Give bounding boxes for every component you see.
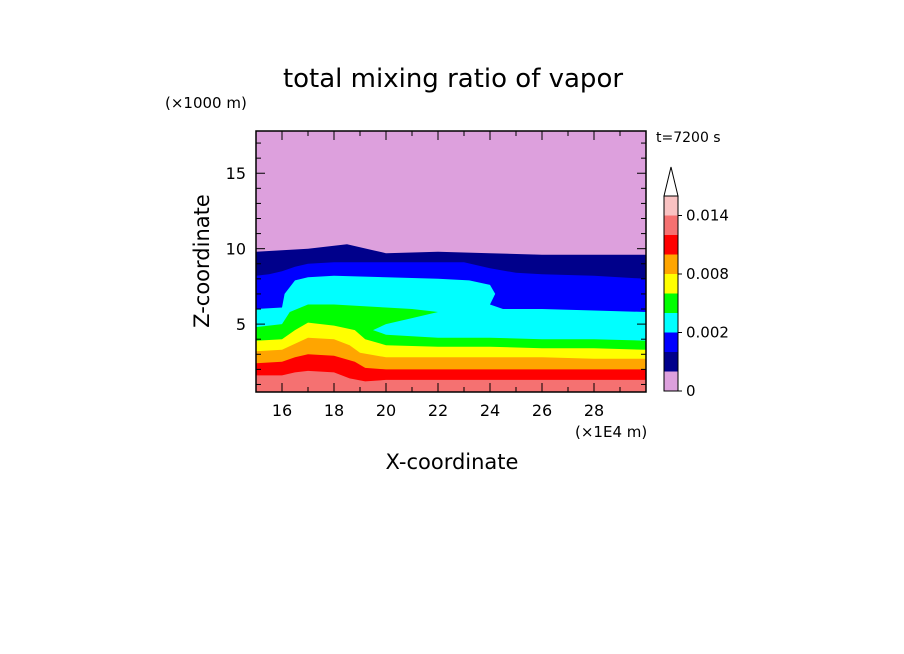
- colorbar-segment: [664, 313, 678, 333]
- colorbar-extend-arrow: [663, 166, 679, 197]
- contour-fills: [256, 131, 646, 392]
- x-tick-label: 18: [324, 401, 344, 420]
- chart-title: total mixing ratio of vapor: [283, 64, 623, 94]
- colorbar-tick-label: 0.002: [686, 324, 729, 342]
- time-label: t=7200 s: [656, 130, 721, 146]
- y-unit-label: (×1000 m): [165, 94, 247, 112]
- colorbar-segment: [664, 293, 678, 313]
- x-tick-label: 28: [584, 401, 604, 420]
- colorbar-segment: [664, 196, 678, 216]
- colorbar-segment: [664, 274, 678, 294]
- contour-band-8: [256, 370, 646, 392]
- colorbar-tick-label: 0.014: [686, 207, 729, 225]
- colorbar-segment: [664, 332, 678, 352]
- x-tick-label: 20: [376, 401, 396, 420]
- colorbar-segment: [664, 352, 678, 372]
- y-tick-label: 15: [226, 164, 246, 183]
- y-tick-label: 10: [226, 240, 246, 259]
- plot-frame: [255, 130, 647, 393]
- colorbar-segment: [664, 371, 678, 391]
- colorbar: 0 0.002 0.008 0.014: [663, 166, 729, 400]
- colorbar-tick-label: 0: [686, 382, 696, 400]
- x-tick-label: 26: [532, 401, 552, 420]
- x-unit-label: (×1E4 m): [575, 423, 647, 441]
- colorbar-segment: [664, 235, 678, 255]
- y-tick-label: 5: [236, 315, 246, 334]
- x-axis-label: X-coordinate: [386, 450, 519, 474]
- y-axis-ticks: 5 10 15: [226, 142, 646, 385]
- colorbar-segment: [664, 254, 678, 274]
- x-tick-label: 24: [480, 401, 500, 420]
- colorbar-segment: [664, 215, 678, 235]
- x-tick-label: 16: [272, 401, 292, 420]
- x-tick-label: 22: [428, 401, 448, 420]
- x-axis-ticks: 16 18 20 22 24 26 28: [255, 131, 647, 420]
- colorbar-tick-label: 0.008: [686, 265, 729, 283]
- y-axis-label: Z-coordinate: [190, 194, 214, 328]
